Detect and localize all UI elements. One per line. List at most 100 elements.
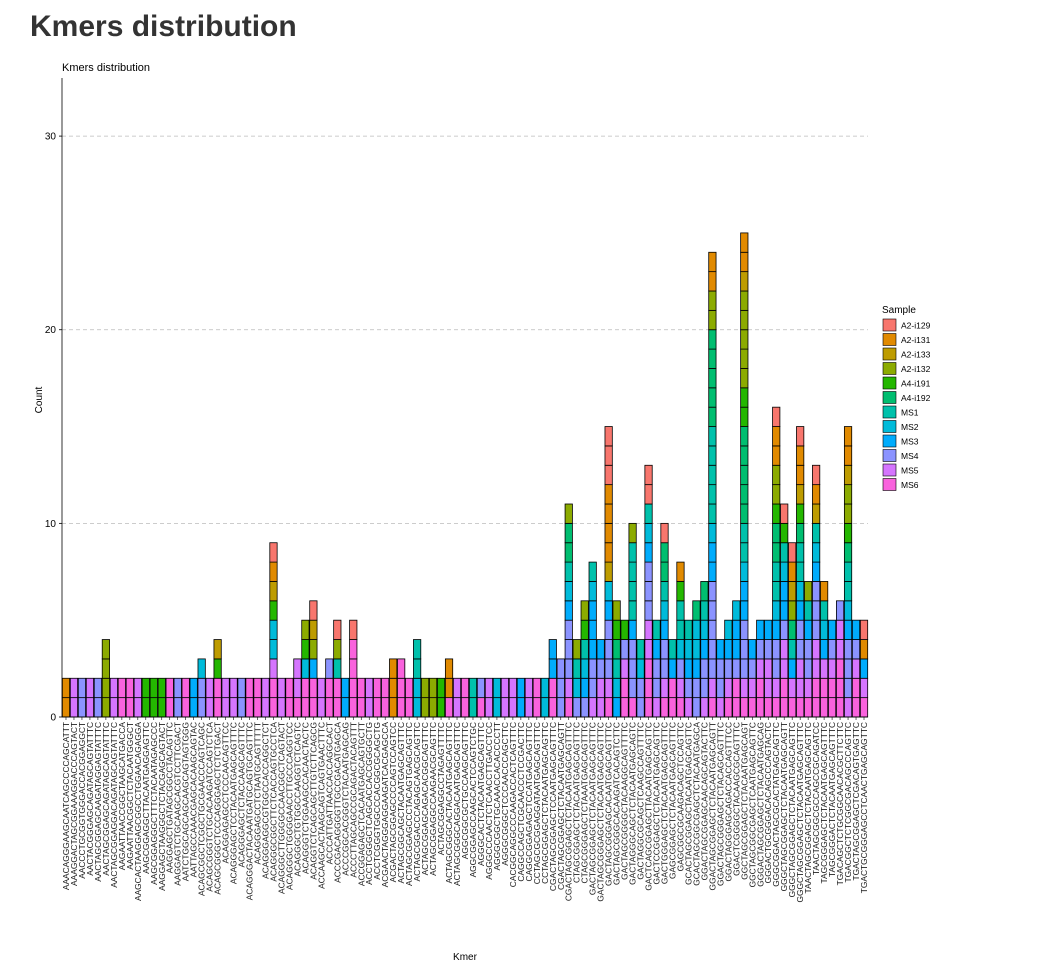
bar-segment <box>69 697 79 718</box>
legend-item: MS4 <box>882 449 919 462</box>
bar-stack <box>141 677 150 718</box>
bar-segment <box>796 445 805 466</box>
bar-stack <box>261 677 270 718</box>
bar-stack <box>668 639 677 718</box>
bar-segment <box>628 522 637 544</box>
bar-segment <box>564 522 573 544</box>
bar-segment <box>309 677 318 699</box>
bar-segment <box>564 677 573 699</box>
bar-segment <box>604 619 613 640</box>
bar-stack <box>389 658 398 718</box>
bar-segment <box>357 697 366 718</box>
bar-segment <box>828 619 837 640</box>
bar-stack <box>413 639 422 718</box>
x-tick-label: ACCTCGGGTGGCCCACGGCGCAGCTG <box>372 722 382 880</box>
x-tick-label: AACTACGGGAGCAGATAGCAGTATTTC <box>85 722 95 876</box>
x-tick-label: AAACAGGGAAGCAATCAGCCCCAGCATTT <box>61 722 71 890</box>
x-tick-label: ACAGGGAGCTCTACCAAGCAGTTTC <box>237 722 247 867</box>
bar-stack <box>237 677 246 718</box>
bar-segment <box>780 639 789 660</box>
bar-segment <box>708 464 717 486</box>
bar-segment <box>101 639 110 660</box>
bar-stack <box>221 677 230 718</box>
bar-segment <box>229 677 238 699</box>
bar-segment <box>141 697 150 718</box>
bar-segment <box>181 677 190 699</box>
bar-segment <box>317 677 326 699</box>
bar-segment <box>588 677 597 699</box>
bar-segment <box>301 697 310 718</box>
bar-stack <box>660 522 669 718</box>
bar-segment <box>772 426 781 447</box>
bar-segment <box>389 697 398 718</box>
x-tick-label: CAGGCCAGCTCGCAACCCTCCGACTTC <box>516 722 526 882</box>
legend-item: MS5 <box>882 463 919 477</box>
legend-swatch <box>882 318 897 332</box>
bar-segment <box>612 639 621 660</box>
bar-segment <box>213 677 222 699</box>
bar-segment <box>835 600 845 621</box>
bar-segment <box>700 658 709 679</box>
bar-segment <box>835 619 845 640</box>
x-tick-label: GGACTAGCGGAGCAACAGCAGTACTTC <box>699 722 709 880</box>
bar-segment <box>812 581 821 602</box>
bar-stack <box>245 677 254 718</box>
bar-segment <box>580 697 589 718</box>
bar-segment <box>796 484 805 505</box>
bar-segment <box>221 677 230 699</box>
bar-segment <box>261 677 270 699</box>
x-tick-label: ACCTCGGGCTCAGCACCACCGGGGCTG <box>364 722 374 885</box>
bar-segment <box>732 639 741 660</box>
bar-segment <box>708 368 717 389</box>
x-tick-label: ACAGGGACTACAAATGATGCAGTGCAGTTTC <box>245 722 255 900</box>
x-tick-label: AGGGCACTCTACAATGAGCAGTTTC <box>476 722 486 866</box>
x-tick-label: GGCTAGCGGCGAGCTCAATGAGCAGTTC <box>747 722 757 887</box>
bar-stack <box>532 677 541 718</box>
bar-segment <box>772 406 781 427</box>
bar-segment <box>564 639 573 660</box>
bar-segment <box>436 697 446 718</box>
x-tick-label: ACAGCGGGCTCCCAGGGAGCTCTCTGACT <box>213 722 223 895</box>
bar-segment <box>780 503 789 524</box>
bar-segment <box>213 639 222 660</box>
bar-segment <box>700 677 709 699</box>
bar-segment <box>413 639 422 660</box>
bar-segment <box>373 677 382 699</box>
bar-segment <box>740 600 749 621</box>
legend-swatch <box>882 362 897 375</box>
bar-segment <box>205 697 214 718</box>
bar-segment <box>796 426 805 447</box>
bar-segment <box>588 697 597 718</box>
bar-segment <box>796 561 805 582</box>
bar-segment <box>405 697 414 718</box>
bar-segment <box>820 677 829 699</box>
bar-stack <box>580 600 589 718</box>
bar-segment <box>620 619 629 640</box>
bar-segment <box>700 600 709 621</box>
bar-segment <box>708 619 717 640</box>
bar-segment <box>772 677 781 699</box>
bar-segment <box>804 697 813 718</box>
bar-segment <box>309 600 318 621</box>
bar-segment <box>133 677 142 699</box>
bar-segment <box>652 619 661 640</box>
bar-segment <box>628 600 637 621</box>
bar-segment <box>732 677 741 699</box>
x-axis-label: Kmer <box>453 952 478 963</box>
bar-segment <box>349 658 358 679</box>
x-tick-label: GCACTAGCGGAGCTACAATGAGCAGTTC <box>683 722 693 885</box>
bar-segment <box>604 503 613 524</box>
x-tick-label: TAGCGGGACTCTACAATGAGCAGTTTC <box>827 722 837 877</box>
bar-segment <box>708 639 717 660</box>
y-tick-label: 10 <box>45 519 57 530</box>
bar-segment <box>413 677 422 699</box>
bar-segment <box>397 677 406 699</box>
legend-item: A2-i131 <box>882 333 931 346</box>
bar-segment <box>189 677 198 699</box>
bar-segment <box>668 658 677 679</box>
bar-segment <box>349 697 358 718</box>
bar-segment <box>173 697 182 718</box>
bar-segment <box>780 600 789 621</box>
bar-stack <box>309 600 318 718</box>
bar-segment <box>843 639 853 660</box>
